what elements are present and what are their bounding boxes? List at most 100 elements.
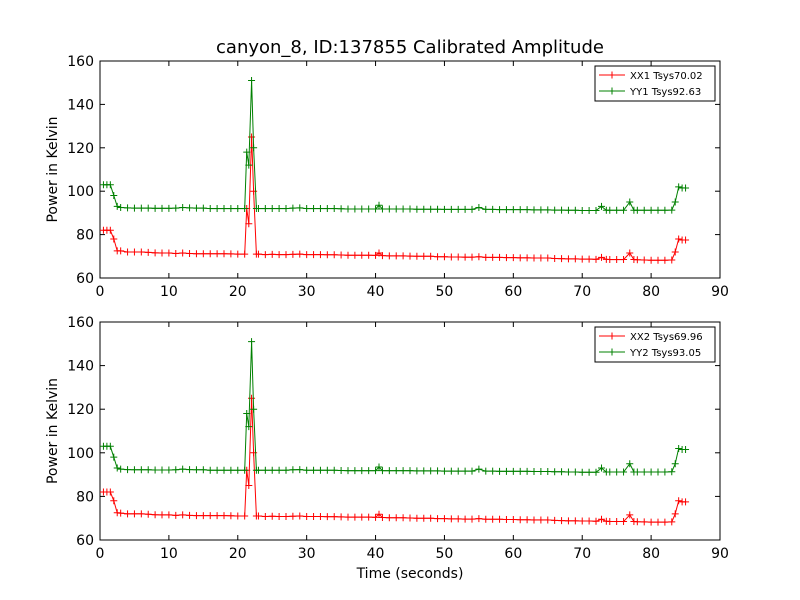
data-point [502, 254, 510, 262]
data-point [206, 512, 214, 520]
data-point [337, 251, 345, 259]
data-point [544, 254, 552, 262]
x-tick-label: 80 [642, 284, 660, 300]
data-point [179, 249, 187, 257]
data-point [640, 518, 648, 526]
figure-title: canyon_8, ID:137855 Calibrated Amplitude [216, 37, 604, 58]
data-point [585, 517, 593, 525]
x-tick-label: 60 [504, 546, 522, 562]
data-point [206, 205, 214, 213]
data-point [358, 251, 366, 259]
x-tick-label: 40 [367, 284, 385, 300]
data-point [261, 251, 269, 259]
data-point [241, 250, 249, 258]
data-point [316, 512, 324, 520]
data-point [351, 513, 359, 521]
data-point [144, 466, 152, 474]
data-point [365, 205, 373, 213]
data-point [633, 518, 641, 526]
data-point [248, 133, 256, 141]
data-point [496, 206, 504, 214]
data-point [220, 205, 228, 213]
data-point [110, 453, 118, 461]
data-point [323, 466, 331, 474]
data-point [213, 466, 221, 474]
data-point [571, 206, 579, 214]
data-point [186, 466, 194, 474]
data-point [482, 205, 490, 213]
data-point [633, 468, 641, 476]
x-tick-label: 90 [711, 284, 729, 300]
data-point [654, 256, 662, 264]
data-point [502, 467, 510, 475]
data-point [227, 250, 235, 258]
data-point [668, 518, 676, 526]
data-point [671, 510, 679, 518]
data-point [248, 77, 256, 85]
data-point [530, 516, 538, 524]
data-point [489, 515, 497, 523]
data-point [344, 467, 352, 475]
y-tick-label: 160 [67, 54, 94, 70]
data-point [661, 468, 669, 476]
data-point [434, 205, 442, 213]
data-point [186, 204, 194, 212]
data-point [375, 463, 383, 471]
data-point [137, 466, 145, 474]
data-point [420, 467, 428, 475]
data-point [633, 206, 641, 214]
data-point [668, 206, 676, 214]
data-point [358, 205, 366, 213]
data-point [620, 206, 628, 214]
data-point [199, 204, 207, 212]
data-point [392, 205, 400, 213]
data-point [245, 423, 253, 431]
data-point [454, 515, 462, 523]
data-point [282, 466, 290, 474]
legend: XX2 Tsys69.96 YY2 Tsys93.05 [594, 326, 716, 363]
data-point [516, 516, 524, 524]
data-point [113, 464, 121, 472]
data-point [158, 466, 166, 474]
data-point [378, 252, 386, 260]
data-point [385, 205, 393, 213]
data-point [372, 205, 380, 213]
legend-label: YY1 Tsys92.63 [629, 87, 701, 98]
data-point [261, 205, 269, 213]
data-point [392, 467, 400, 475]
y-axis-label: Power in Kelvin [45, 116, 61, 222]
data-point [234, 250, 242, 258]
data-point [227, 466, 235, 474]
data-point [427, 205, 435, 213]
data-point [172, 249, 180, 257]
data-point [434, 253, 442, 261]
data-point [243, 410, 251, 418]
data-point [310, 251, 318, 259]
data-point [537, 206, 545, 214]
data-point [620, 468, 628, 476]
data-point [661, 206, 669, 214]
data-point [671, 460, 679, 468]
data-point [675, 183, 683, 191]
y-tick-label: 80 [76, 489, 94, 505]
data-point [186, 511, 194, 519]
data-point [106, 488, 114, 496]
data-point [117, 247, 125, 255]
data-point [289, 204, 297, 212]
data-point [496, 467, 504, 475]
data-point [110, 235, 118, 243]
data-point [434, 467, 442, 475]
data-point [303, 466, 311, 474]
data-point [537, 516, 545, 524]
data-point [106, 442, 114, 450]
data-point [234, 466, 242, 474]
data-point [406, 467, 414, 475]
bottom-panel: 0 10 20 30 40 50 60 70 80 90 60 80 100 120 140 160 Power… [45, 315, 729, 582]
data-point [199, 466, 207, 474]
data-point [261, 512, 269, 520]
data-point [199, 250, 207, 258]
data-point [564, 468, 572, 476]
data-point [675, 235, 683, 243]
data-point [254, 512, 262, 520]
data-point [558, 468, 566, 476]
